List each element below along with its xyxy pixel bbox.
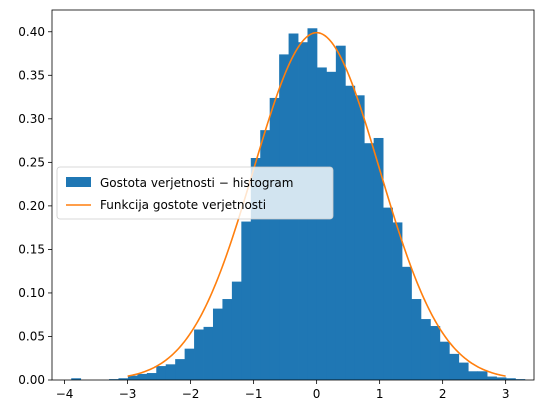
histogram-bar	[222, 299, 233, 380]
histogram-bar	[118, 378, 129, 380]
histogram-bar	[203, 326, 214, 380]
histogram-bars	[71, 28, 526, 381]
histogram-bar	[402, 266, 412, 380]
histogram-bar	[127, 375, 138, 380]
histogram-bar	[449, 353, 460, 380]
x-tick-label: −3	[119, 387, 137, 401]
y-tick-label: 0.00	[18, 373, 45, 387]
histogram-bar	[487, 376, 497, 380]
histogram-bar	[335, 45, 346, 380]
histogram-bar	[392, 222, 403, 380]
histogram-bar	[505, 378, 516, 380]
histogram-bar	[430, 326, 441, 380]
y-axis: 0.00 0.05 0.10 0.15 0.20 0.25 0.30 0.35 0.40	[18, 25, 52, 387]
histogram-bar	[165, 364, 176, 380]
y-tick-label: 0.40	[18, 25, 45, 39]
y-tick-label: 0.30	[18, 112, 45, 126]
y-tick-label: 0.20	[18, 199, 45, 213]
histogram-bar	[250, 158, 261, 380]
histogram-bar	[383, 207, 393, 380]
legend-box	[56, 166, 334, 220]
legend-label-histogram: Gostota verjetnosti − histogram	[100, 176, 293, 190]
histogram-bar	[260, 130, 271, 380]
histogram-bar	[212, 308, 223, 380]
x-tick-label: −1	[245, 387, 263, 401]
histogram-bar	[175, 359, 186, 380]
histogram-bar	[241, 221, 252, 380]
x-tick-label: 2	[439, 387, 447, 401]
y-tick-label: 0.10	[18, 286, 45, 300]
pdf-curve	[127, 31, 506, 377]
histogram-bar	[156, 366, 167, 380]
x-tick-label: 0	[313, 387, 321, 401]
x-tick-label: −2	[182, 387, 200, 401]
histogram-bar	[439, 341, 450, 380]
x-tick-label: −4	[56, 387, 74, 401]
histogram-bar	[231, 281, 242, 380]
histogram-bar	[184, 348, 195, 380]
histogram-bar	[458, 362, 469, 380]
histogram-bar	[269, 97, 280, 381]
histogram-bar	[137, 373, 148, 380]
histogram-bar	[326, 71, 337, 380]
histogram-bar	[194, 329, 204, 380]
legend-swatch-histogram	[66, 177, 91, 187]
x-tick-label: 3	[502, 387, 510, 401]
histogram-bar	[373, 137, 384, 380]
histogram-bar	[71, 378, 82, 380]
legend: Gostota verjetnosti − histogram Funkcija…	[56, 166, 334, 220]
plot-frame	[51, 9, 535, 381]
histogram-bar	[515, 379, 526, 380]
y-tick-label: 0.05	[18, 329, 45, 343]
histogram-bar	[411, 299, 422, 380]
histogram-bar	[477, 371, 488, 380]
x-tick-label: 1	[376, 387, 384, 401]
histogram-bar	[316, 67, 327, 381]
histogram-bar	[496, 377, 507, 380]
histogram-bar	[109, 379, 119, 380]
y-tick-label: 0.15	[18, 242, 45, 256]
y-tick-label: 0.35	[18, 68, 45, 82]
y-tick-label: 0.25	[18, 155, 45, 169]
histogram-bar	[420, 319, 431, 380]
histogram-bar	[468, 371, 479, 380]
histogram-bar	[354, 95, 365, 380]
histogram-bar	[345, 85, 356, 381]
histogram-bar	[146, 373, 157, 380]
x-axis: −4 −3 −2 −1 0 1 2 3	[56, 380, 510, 401]
legend-label-pdf: Funkcija gostote verjetnosti	[100, 198, 266, 212]
histogram-bar	[364, 143, 375, 380]
